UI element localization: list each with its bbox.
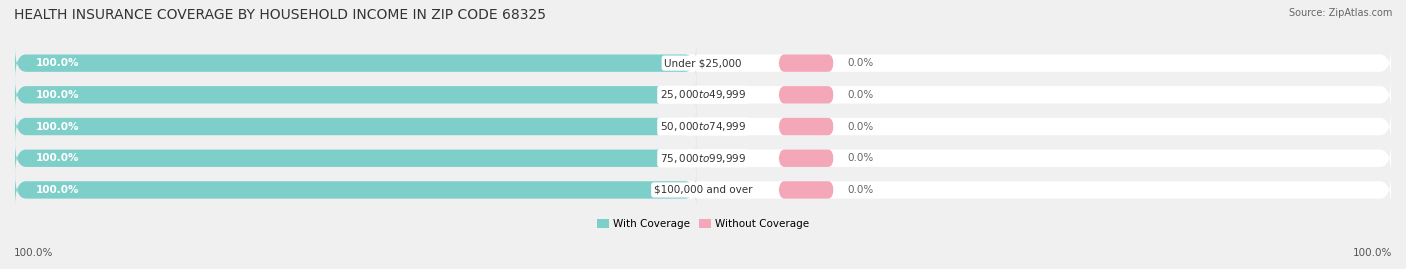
FancyBboxPatch shape <box>15 110 696 143</box>
FancyBboxPatch shape <box>779 86 834 104</box>
Text: 0.0%: 0.0% <box>848 153 873 163</box>
FancyBboxPatch shape <box>779 181 834 199</box>
FancyBboxPatch shape <box>779 118 834 135</box>
FancyBboxPatch shape <box>779 150 834 167</box>
Text: 100.0%: 100.0% <box>35 122 79 132</box>
FancyBboxPatch shape <box>15 141 696 175</box>
Text: 0.0%: 0.0% <box>848 122 873 132</box>
FancyBboxPatch shape <box>15 78 1391 111</box>
Text: $50,000 to $74,999: $50,000 to $74,999 <box>659 120 747 133</box>
FancyBboxPatch shape <box>15 173 696 207</box>
FancyBboxPatch shape <box>15 110 1391 143</box>
Text: 100.0%: 100.0% <box>35 153 79 163</box>
FancyBboxPatch shape <box>15 78 696 111</box>
FancyBboxPatch shape <box>15 141 1391 175</box>
FancyBboxPatch shape <box>15 47 696 80</box>
Text: 100.0%: 100.0% <box>14 248 53 258</box>
Text: 100.0%: 100.0% <box>1353 248 1392 258</box>
FancyBboxPatch shape <box>15 173 1391 207</box>
Legend: With Coverage, Without Coverage: With Coverage, Without Coverage <box>596 219 810 229</box>
Text: $25,000 to $49,999: $25,000 to $49,999 <box>659 88 747 101</box>
Text: 0.0%: 0.0% <box>848 58 873 68</box>
Text: Source: ZipAtlas.com: Source: ZipAtlas.com <box>1288 8 1392 18</box>
FancyBboxPatch shape <box>779 54 834 72</box>
Text: 0.0%: 0.0% <box>848 90 873 100</box>
Text: 100.0%: 100.0% <box>35 185 79 195</box>
Text: Under $25,000: Under $25,000 <box>664 58 742 68</box>
Text: 100.0%: 100.0% <box>35 58 79 68</box>
Text: $75,000 to $99,999: $75,000 to $99,999 <box>659 152 747 165</box>
Text: 100.0%: 100.0% <box>35 90 79 100</box>
Text: $100,000 and over: $100,000 and over <box>654 185 752 195</box>
Text: 0.0%: 0.0% <box>848 185 873 195</box>
FancyBboxPatch shape <box>15 47 1391 80</box>
Text: HEALTH INSURANCE COVERAGE BY HOUSEHOLD INCOME IN ZIP CODE 68325: HEALTH INSURANCE COVERAGE BY HOUSEHOLD I… <box>14 8 546 22</box>
